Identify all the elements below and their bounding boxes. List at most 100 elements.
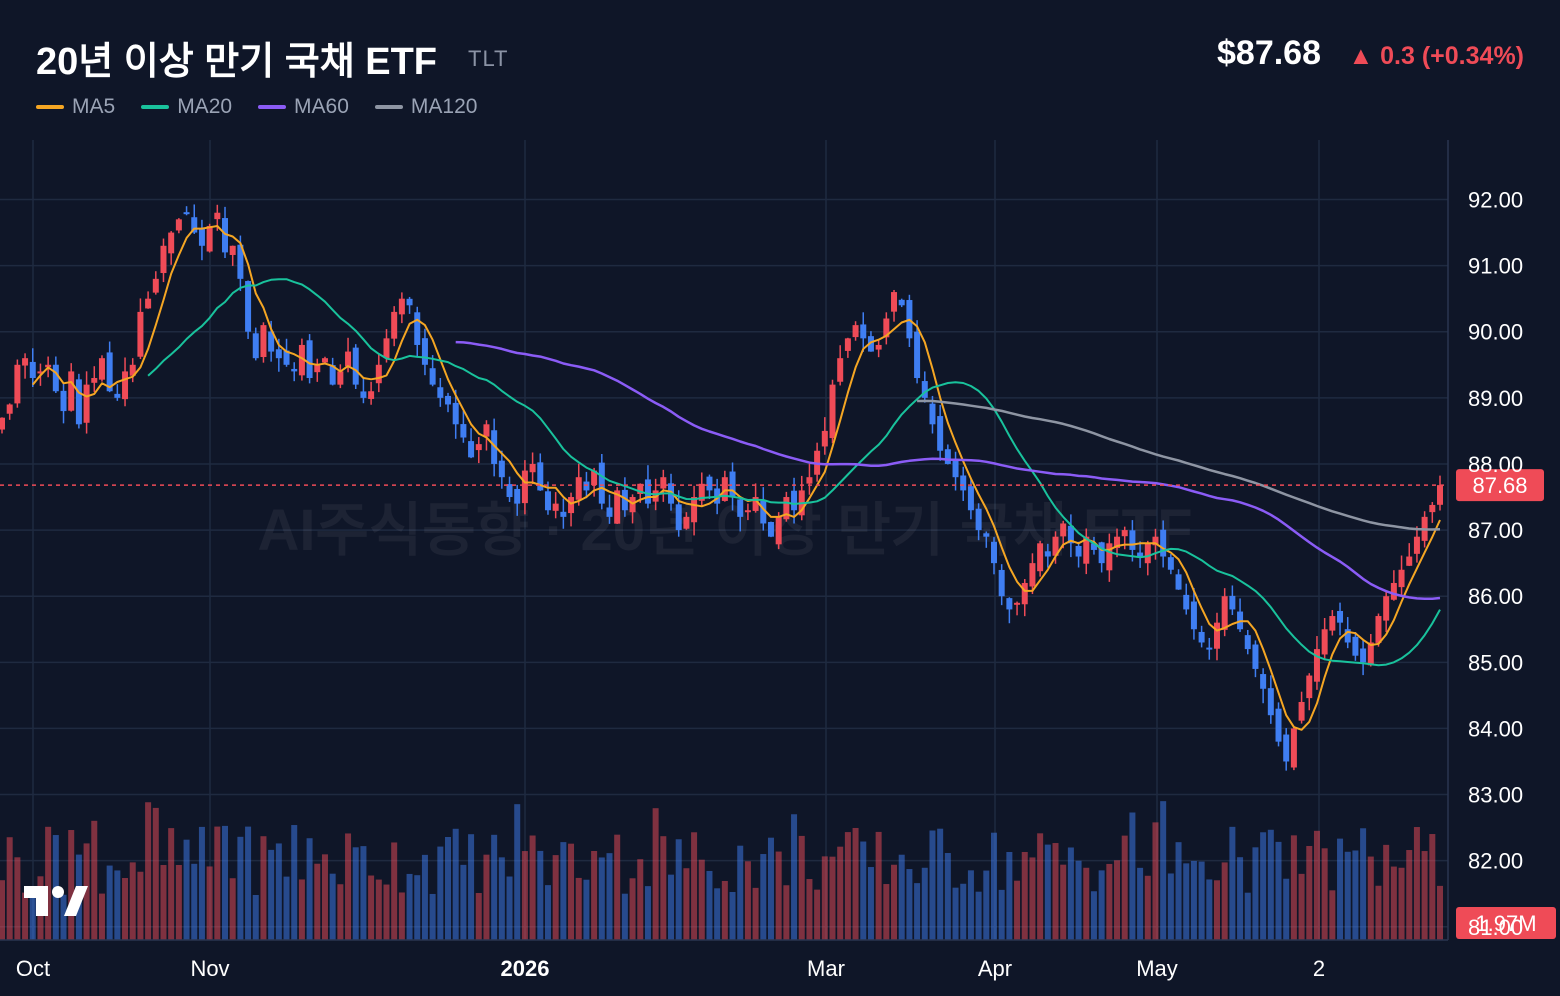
candle-body <box>1313 649 1320 682</box>
volume-bar <box>68 830 75 940</box>
candle-body <box>867 336 874 352</box>
price-change: ▲ 0.3 (+0.34%) <box>1348 42 1524 70</box>
ma120-line <box>917 399 1441 531</box>
candle-body <box>1106 543 1113 571</box>
candle-body <box>260 325 267 358</box>
volume-bar <box>1206 879 1213 940</box>
volume-bar <box>1052 843 1059 940</box>
candle-body <box>760 500 767 524</box>
candle-body <box>783 497 790 520</box>
candle-body <box>637 483 644 494</box>
volume-bar <box>983 870 990 940</box>
candle <box>806 463 813 495</box>
watermark: AI주식동향 · 20년 이상 만기 국채 ETF <box>257 498 1192 563</box>
volume-bar <box>1329 890 1336 940</box>
candle <box>837 345 844 386</box>
candle-body <box>791 490 798 511</box>
candle-body <box>883 318 890 338</box>
candle <box>506 476 513 502</box>
candle-body <box>321 358 328 363</box>
candle-body <box>1406 556 1413 566</box>
candle <box>1213 612 1220 661</box>
candle <box>498 450 505 489</box>
legend-item-ma5[interactable]: MA5 <box>36 94 115 120</box>
candle <box>1252 640 1259 678</box>
candle-body <box>198 228 205 246</box>
volume-bar <box>214 826 221 940</box>
y-tick-label: 89.00 <box>1468 386 1523 411</box>
candle <box>22 353 29 379</box>
candle-body <box>1383 596 1390 621</box>
candle-body <box>998 569 1005 597</box>
candle-body <box>1144 543 1151 564</box>
ma20-line <box>147 278 1441 667</box>
legend-swatch <box>36 105 64 109</box>
volume-bar <box>460 864 467 940</box>
candle-body <box>506 484 513 498</box>
candle-body <box>406 298 413 306</box>
volume-bar <box>629 878 636 940</box>
candle-body <box>1290 728 1297 768</box>
candle-body <box>29 361 36 379</box>
candle-body <box>914 331 921 379</box>
candle-body <box>214 212 221 220</box>
candle-body <box>583 481 590 491</box>
candle <box>483 420 490 451</box>
candle <box>75 373 82 429</box>
volume-bar <box>406 873 413 940</box>
candle-body <box>1090 543 1097 550</box>
volume-bar <box>206 866 213 940</box>
candle-body <box>1275 708 1282 742</box>
volume-bar <box>1298 873 1305 940</box>
volume-bar <box>660 836 667 940</box>
candle <box>1037 540 1044 577</box>
volume-bar <box>1429 834 1436 940</box>
candle-body <box>1321 629 1328 655</box>
candle-body <box>1160 529 1167 557</box>
volume-bar <box>521 851 528 940</box>
volume-bar <box>1290 835 1297 940</box>
candle-body <box>990 541 997 564</box>
volume-bar <box>514 804 521 940</box>
y-tick-label: 90.00 <box>1468 320 1523 345</box>
volume-bar <box>191 863 198 940</box>
y-tick-label: 86.00 <box>1468 584 1523 609</box>
candle <box>660 469 667 502</box>
candle-body <box>1367 642 1374 666</box>
candle <box>168 231 175 265</box>
volume-bar <box>445 837 452 940</box>
candle-body <box>1352 636 1359 656</box>
volume-bar <box>844 832 851 940</box>
volume-bar <box>1098 870 1105 940</box>
candle <box>222 206 229 259</box>
candle-body <box>829 384 836 439</box>
legend-item-ma60[interactable]: MA60 <box>258 94 349 120</box>
current-price: $87.68 <box>1217 34 1321 72</box>
candle-body <box>837 358 844 382</box>
candle <box>721 470 728 502</box>
candle-body <box>152 278 159 293</box>
volume-bar <box>898 854 905 940</box>
volume-bar <box>621 893 628 940</box>
candle-body <box>421 338 428 365</box>
volume-bar <box>383 884 390 940</box>
candle-body <box>737 499 744 517</box>
candle-body <box>275 349 282 359</box>
candle <box>398 292 405 324</box>
candle <box>352 344 359 390</box>
candle-body <box>767 522 774 537</box>
legend-item-ma20[interactable]: MA20 <box>141 94 232 120</box>
candle-body <box>368 391 375 399</box>
page-title: 20년 이상 만기 국채 ETF <box>36 41 437 83</box>
candle-body <box>60 390 67 412</box>
candle <box>491 418 498 477</box>
candle-body <box>698 483 705 501</box>
candle <box>229 245 236 266</box>
volume-bar <box>752 887 759 940</box>
candle-body <box>568 497 575 514</box>
volume-bar <box>1137 867 1144 940</box>
legend-item-ma120[interactable]: MA120 <box>374 94 477 120</box>
candle <box>437 377 444 407</box>
candle <box>529 452 536 485</box>
